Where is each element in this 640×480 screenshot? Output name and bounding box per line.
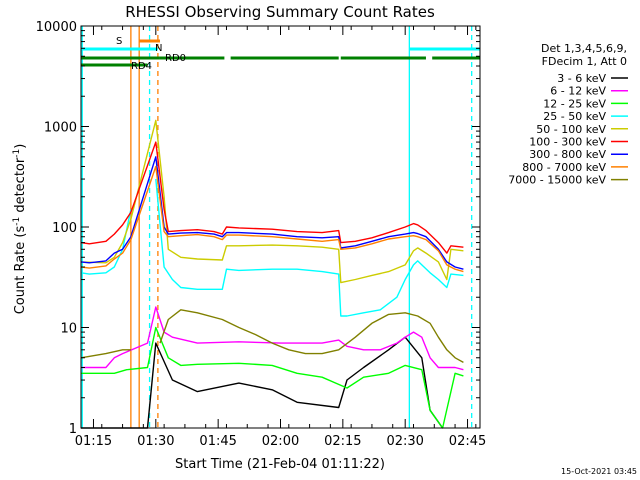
series-line (80, 309, 464, 364)
legend-label: 300 - 800 keV (529, 148, 606, 161)
flag-annotation: RD0 (165, 53, 186, 64)
legend-label: 25 - 50 keV (543, 110, 606, 123)
series-line (81, 306, 464, 371)
legend-label: 7000 - 15000 keV (508, 174, 606, 187)
series-line (81, 326, 464, 429)
x-tick-label: 02:45 (449, 434, 486, 449)
series-line (81, 336, 444, 429)
legend-header: Det 1,3,4,5,6,9, (541, 42, 627, 55)
series-line (80, 141, 464, 254)
x-tick-label: 02:15 (324, 434, 361, 449)
chart-title: RHESSI Observing Summary Count Rates (125, 3, 435, 21)
legend-label: 3 - 6 keV (557, 72, 606, 85)
series-line (80, 119, 464, 284)
legend-label: 6 - 12 keV (550, 85, 606, 98)
y-tick-label: 10 (60, 322, 77, 337)
y-tick-label: 1000 (44, 121, 77, 136)
x-tick-label: 01:45 (199, 434, 236, 449)
x-tick-label: 01:30 (137, 434, 174, 449)
series-line (80, 165, 464, 273)
series-line (80, 178, 464, 317)
y-axis-label: Count Rate (s-1 detector-1) (12, 144, 28, 315)
x-tick-label: 01:15 (75, 434, 112, 449)
y-tick-label: 1 (69, 422, 77, 437)
flag-annotation: RD4 (131, 61, 152, 72)
series-line (80, 156, 464, 270)
legend-label: 50 - 100 keV (536, 123, 606, 136)
legend: Det 1,3,4,5,6,9,FDecim 1, Att 0 3 - 6 keV… (508, 42, 628, 187)
flag-annotation: S (116, 36, 122, 47)
legend-label: 100 - 300 keV (529, 136, 606, 149)
x-axis-label: Start Time (21-Feb-04 01:11:22) (175, 457, 385, 472)
legend-label: 12 - 25 keV (543, 97, 606, 110)
x-tick-label: 02:00 (262, 434, 299, 449)
flag-annotation: N (155, 43, 162, 54)
x-tick-label: 02:30 (386, 434, 423, 449)
legend-header: FDecim 1, Att 0 (542, 55, 627, 68)
y-tick-label: 10000 (36, 20, 77, 35)
timestamp: 15-Oct-2021 03:45 (561, 467, 637, 476)
y-tick-label: 100 (52, 221, 77, 236)
legend-label: 800 - 7000 keV (522, 161, 606, 174)
